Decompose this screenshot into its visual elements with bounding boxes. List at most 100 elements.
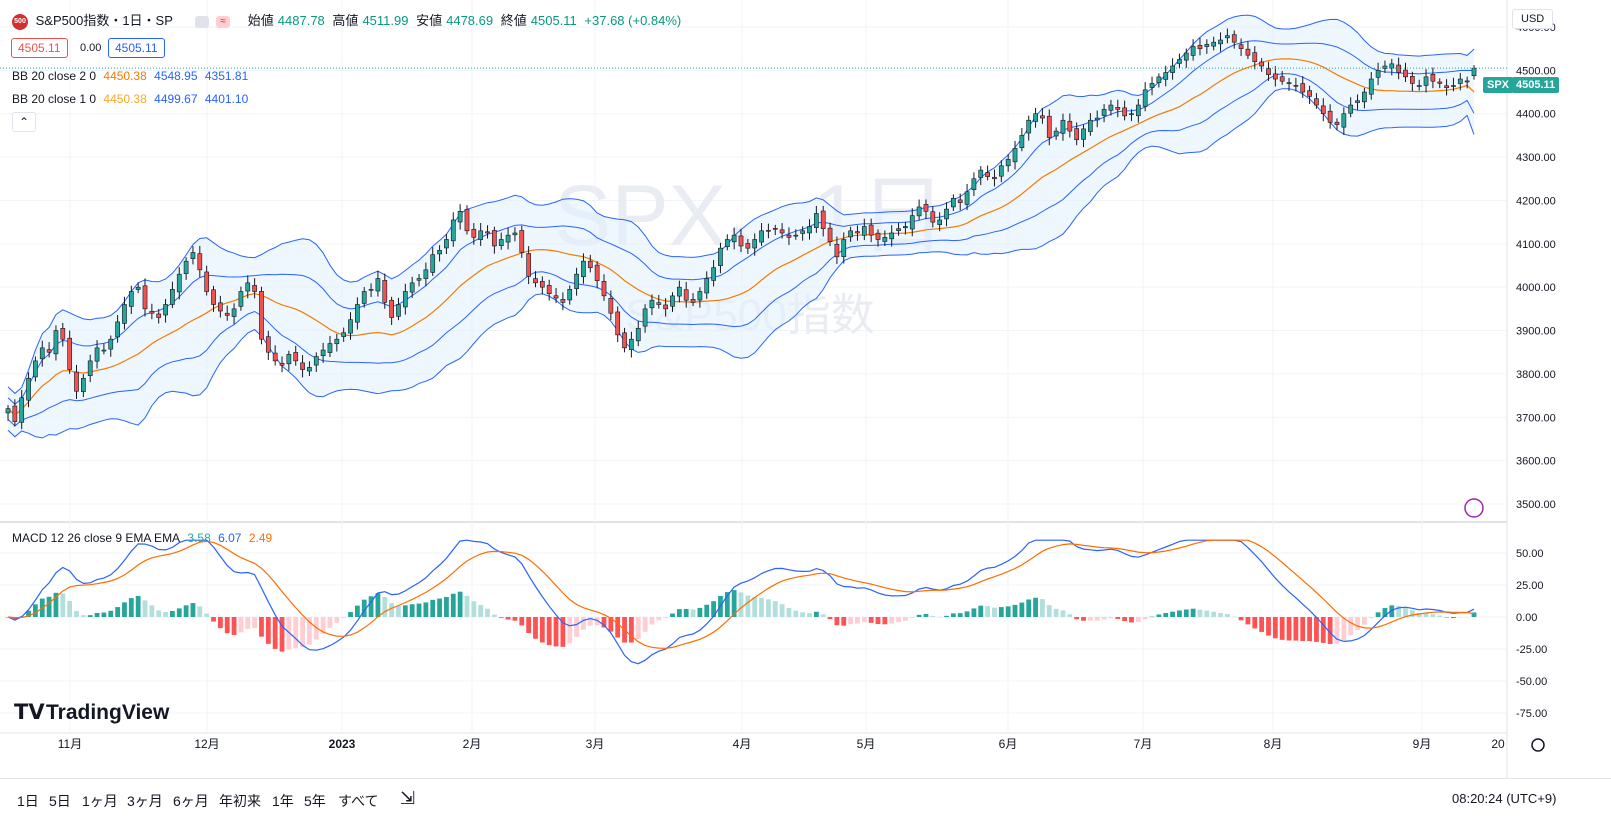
- candle-body: [930, 211, 936, 223]
- candle-body: [1416, 85, 1422, 87]
- range-1m[interactable]: 1ヶ月: [82, 793, 118, 809]
- candle-body: [690, 298, 696, 303]
- candle-body: [909, 215, 915, 230]
- hide-icon[interactable]: [194, 15, 209, 28]
- candle-body: [1019, 135, 1025, 149]
- macd-legend[interactable]: MACD 12 26 close 9 EMA EMA 3.58 6.07 2.4…: [12, 531, 276, 545]
- macd-histogram-bar: [1101, 617, 1107, 620]
- candle-body: [1375, 70, 1381, 78]
- candle-body: [1471, 67, 1477, 76]
- candle-body: [149, 310, 155, 314]
- compare-icon[interactable]: ≈: [216, 15, 231, 28]
- macd-histogram-bar: [163, 612, 168, 617]
- macd-histogram-bar: [978, 605, 984, 617]
- macd-histogram-bar: [1382, 608, 1388, 617]
- candle-body: [341, 332, 347, 337]
- currency-selector[interactable]: USD: [1512, 9, 1554, 29]
- macd-histogram-bar: [334, 617, 340, 623]
- macd-histogram-bar: [471, 601, 477, 617]
- candle-body: [752, 239, 758, 249]
- date-range-icon[interactable]: ⇲: [400, 788, 416, 808]
- price-tick-label: 3800.00: [1516, 369, 1556, 381]
- range-1d[interactable]: 1日: [17, 793, 39, 809]
- macd-histogram-bar: [1361, 617, 1367, 625]
- macd-histogram-bar: [1457, 617, 1463, 618]
- time-tick-label: 8月: [1264, 737, 1283, 751]
- macd-histogram-bar: [197, 606, 203, 617]
- range-6m[interactable]: 6ヶ月: [173, 793, 209, 809]
- range-ytd[interactable]: 年初来: [219, 793, 261, 809]
- candle-body: [457, 210, 463, 223]
- macd-histogram-bar: [752, 597, 758, 617]
- candle-body: [101, 349, 107, 352]
- range-all[interactable]: すべて: [338, 793, 379, 809]
- buy-button[interactable]: 4505.11: [108, 38, 165, 58]
- time-tick-label: 4月: [733, 737, 752, 751]
- sell-button[interactable]: 4505.11: [11, 38, 68, 58]
- change-value: +37.68 (+0.84%): [584, 13, 682, 28]
- macd-histogram-bar: [574, 617, 579, 638]
- macd-tick-label: -25.00: [1516, 644, 1547, 656]
- candle-body: [944, 208, 949, 220]
- candle-body: [1115, 107, 1121, 110]
- macd-histogram-bar: [464, 595, 470, 617]
- range-5d[interactable]: 5日: [49, 793, 71, 809]
- macd-histogram-bar: [87, 615, 93, 617]
- chevron-up-icon[interactable]: ⌃: [12, 112, 36, 132]
- candle-body: [1286, 82, 1292, 84]
- candle-body: [437, 250, 442, 255]
- macd-tick-label: 0.00: [1516, 612, 1537, 624]
- candle-body: [1272, 73, 1278, 80]
- tradingview-logo[interactable]: 𝗧𝗩TradingView: [14, 700, 173, 725]
- macd-histogram-bar: [1115, 617, 1121, 619]
- candle-body: [663, 304, 669, 310]
- candle-body: [1409, 76, 1415, 84]
- macd-histogram-bar: [1293, 617, 1299, 641]
- macd-histogram-bar: [848, 617, 854, 625]
- candle-body: [820, 210, 826, 229]
- bb1-basis: 4450.38: [103, 92, 147, 106]
- candle-body: [1197, 44, 1203, 49]
- range-1y[interactable]: 1年: [272, 793, 294, 809]
- macd-histogram-bar: [546, 617, 552, 646]
- candle-body: [197, 253, 203, 271]
- candle-body: [841, 239, 847, 257]
- macd-histogram-bar: [1183, 609, 1189, 617]
- candle-body: [1142, 89, 1148, 107]
- macd-histogram-bar: [745, 595, 751, 617]
- candle-body: [676, 286, 682, 297]
- candle-body: [409, 282, 415, 293]
- candle-body: [170, 289, 175, 305]
- last-price-label: 4505.11: [1512, 77, 1560, 93]
- macd-histogram-bar: [217, 617, 223, 629]
- candle-body: [1088, 119, 1093, 132]
- macd-histogram-bar: [108, 610, 114, 617]
- candle-body: [670, 295, 675, 307]
- bb2-legend[interactable]: BB 20 close 2 0 4450.38 4548.95 4351.81: [12, 69, 252, 83]
- candle-body: [793, 234, 799, 237]
- price-tick-label: 3700.00: [1516, 412, 1556, 424]
- macd-histogram-bar: [142, 600, 148, 617]
- macd-histogram-bar: [916, 614, 922, 617]
- bb1-legend[interactable]: BB 20 close 1 0 4450.38 4499.67 4401.10: [12, 92, 252, 106]
- candle-body: [142, 285, 148, 310]
- candle-body: [46, 349, 52, 353]
- candle-body: [1149, 83, 1155, 88]
- candle-body: [361, 291, 367, 304]
- range-3m[interactable]: 3ヶ月: [127, 793, 163, 809]
- candle-body: [1320, 105, 1326, 115]
- candle-body: [74, 371, 79, 392]
- macd-histogram-bar: [1094, 617, 1100, 621]
- symbol-title[interactable]: S&P500指数・1日・SP: [35, 13, 173, 28]
- candle-body: [868, 224, 874, 236]
- macd-histogram-bar: [26, 610, 31, 617]
- bb-lower-1-line: [7, 73, 1475, 427]
- clock[interactable]: 08:20:24 (UTC+9): [1452, 791, 1557, 806]
- range-5y[interactable]: 5年: [304, 793, 326, 809]
- macd-histogram-bar: [307, 617, 312, 645]
- macd-histogram-bar: [649, 617, 655, 625]
- candle-body: [512, 232, 518, 236]
- candle-body: [265, 336, 271, 353]
- macd-histogram-bar: [1396, 605, 1402, 617]
